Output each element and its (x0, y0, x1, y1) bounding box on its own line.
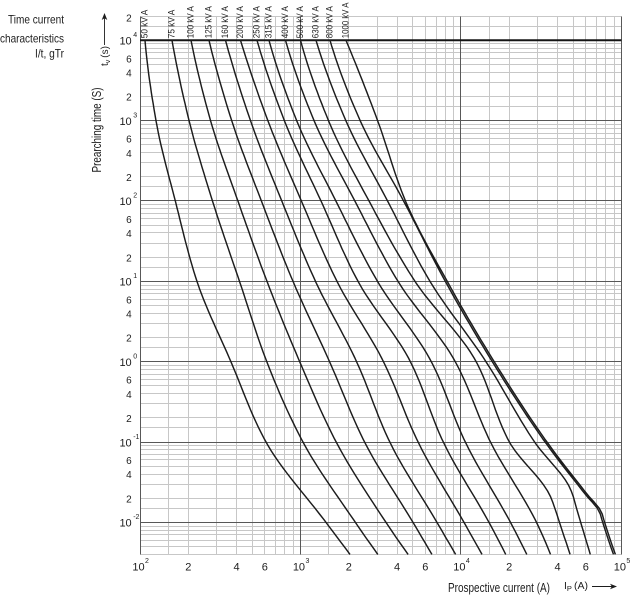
svg-text:4: 4 (554, 561, 560, 573)
svg-text:4: 4 (126, 310, 132, 321)
svg-text:4: 4 (126, 149, 132, 160)
svg-text:10: 10 (614, 561, 626, 573)
svg-text:10: 10 (119, 357, 131, 369)
svg-text:6: 6 (583, 561, 589, 573)
svg-text:0: 0 (133, 353, 137, 360)
svg-text:4: 4 (126, 229, 132, 240)
svg-text:315 kV A: 315 kV A (264, 6, 275, 39)
svg-text:75 kV A: 75 kV A (167, 9, 178, 38)
svg-text:2: 2 (126, 494, 132, 505)
svg-text:630 kV A: 630 kV A (311, 6, 322, 39)
svg-text:6: 6 (126, 215, 132, 226)
svg-text:10: 10 (119, 116, 131, 128)
svg-text:4: 4 (126, 470, 132, 481)
svg-text:4: 4 (394, 561, 400, 573)
svg-text:5: 5 (626, 558, 630, 565)
svg-text:1000 kV A: 1000 kV A (341, 2, 352, 38)
svg-text:Time current: Time current (8, 13, 65, 27)
svg-text:10: 10 (119, 36, 131, 48)
svg-text:2: 2 (185, 561, 191, 573)
svg-text:6: 6 (126, 135, 132, 146)
svg-text:2: 2 (126, 93, 132, 104)
svg-text:2: 2 (126, 14, 132, 25)
svg-text:Prospective current (A): Prospective current (A) (448, 581, 550, 595)
svg-text:6: 6 (126, 54, 132, 65)
svg-text:10: 10 (453, 561, 465, 573)
svg-text:1: 1 (133, 273, 137, 280)
svg-text:6: 6 (126, 295, 132, 306)
svg-text:10: 10 (119, 518, 131, 530)
svg-text:IP (A): IP (A) (564, 580, 588, 593)
svg-text:3: 3 (305, 558, 309, 565)
svg-text:4: 4 (234, 561, 240, 573)
svg-text:2: 2 (145, 558, 149, 565)
svg-text:Prearching time (S): Prearching time (S) (90, 88, 104, 173)
svg-text:4: 4 (133, 32, 137, 39)
svg-text:400 kV A: 400 kV A (280, 6, 291, 39)
svg-text:2: 2 (126, 414, 132, 425)
svg-text:10: 10 (119, 437, 131, 449)
svg-text:6: 6 (422, 561, 428, 573)
svg-text:4: 4 (466, 558, 470, 565)
svg-text:200 kV A: 200 kV A (235, 6, 246, 39)
svg-text:characteristics: characteristics (0, 32, 64, 46)
svg-text:125 kV A: 125 kV A (204, 6, 215, 39)
svg-text:-1: -1 (133, 434, 139, 441)
svg-text:10: 10 (132, 561, 144, 573)
svg-text:-2: -2 (133, 514, 139, 521)
svg-text:6: 6 (262, 561, 268, 573)
svg-text:2: 2 (346, 561, 352, 573)
svg-text:10: 10 (119, 196, 131, 208)
svg-text:10: 10 (293, 561, 305, 573)
svg-text:3: 3 (133, 112, 137, 119)
svg-text:2: 2 (133, 193, 137, 200)
svg-text:2: 2 (126, 253, 132, 264)
svg-text:2: 2 (506, 561, 512, 573)
svg-text:2: 2 (126, 334, 132, 345)
svg-text:500 kV A: 500 kV A (295, 6, 306, 39)
svg-text:I/t, gTr: I/t, gTr (35, 47, 64, 61)
svg-text:50 kV A: 50 kV A (140, 9, 151, 38)
svg-text:800 kV A: 800 kV A (325, 6, 336, 39)
svg-text:100 kV A: 100 kV A (186, 6, 197, 39)
svg-text:250 kV A: 250 kV A (252, 6, 263, 39)
svg-text:160 kV A: 160 kV A (220, 6, 231, 39)
svg-text:10: 10 (119, 277, 131, 289)
svg-text:4: 4 (126, 390, 132, 401)
svg-text:2: 2 (126, 173, 132, 184)
svg-text:6: 6 (126, 376, 132, 387)
svg-text:6: 6 (126, 456, 132, 467)
svg-text:4: 4 (126, 69, 132, 80)
